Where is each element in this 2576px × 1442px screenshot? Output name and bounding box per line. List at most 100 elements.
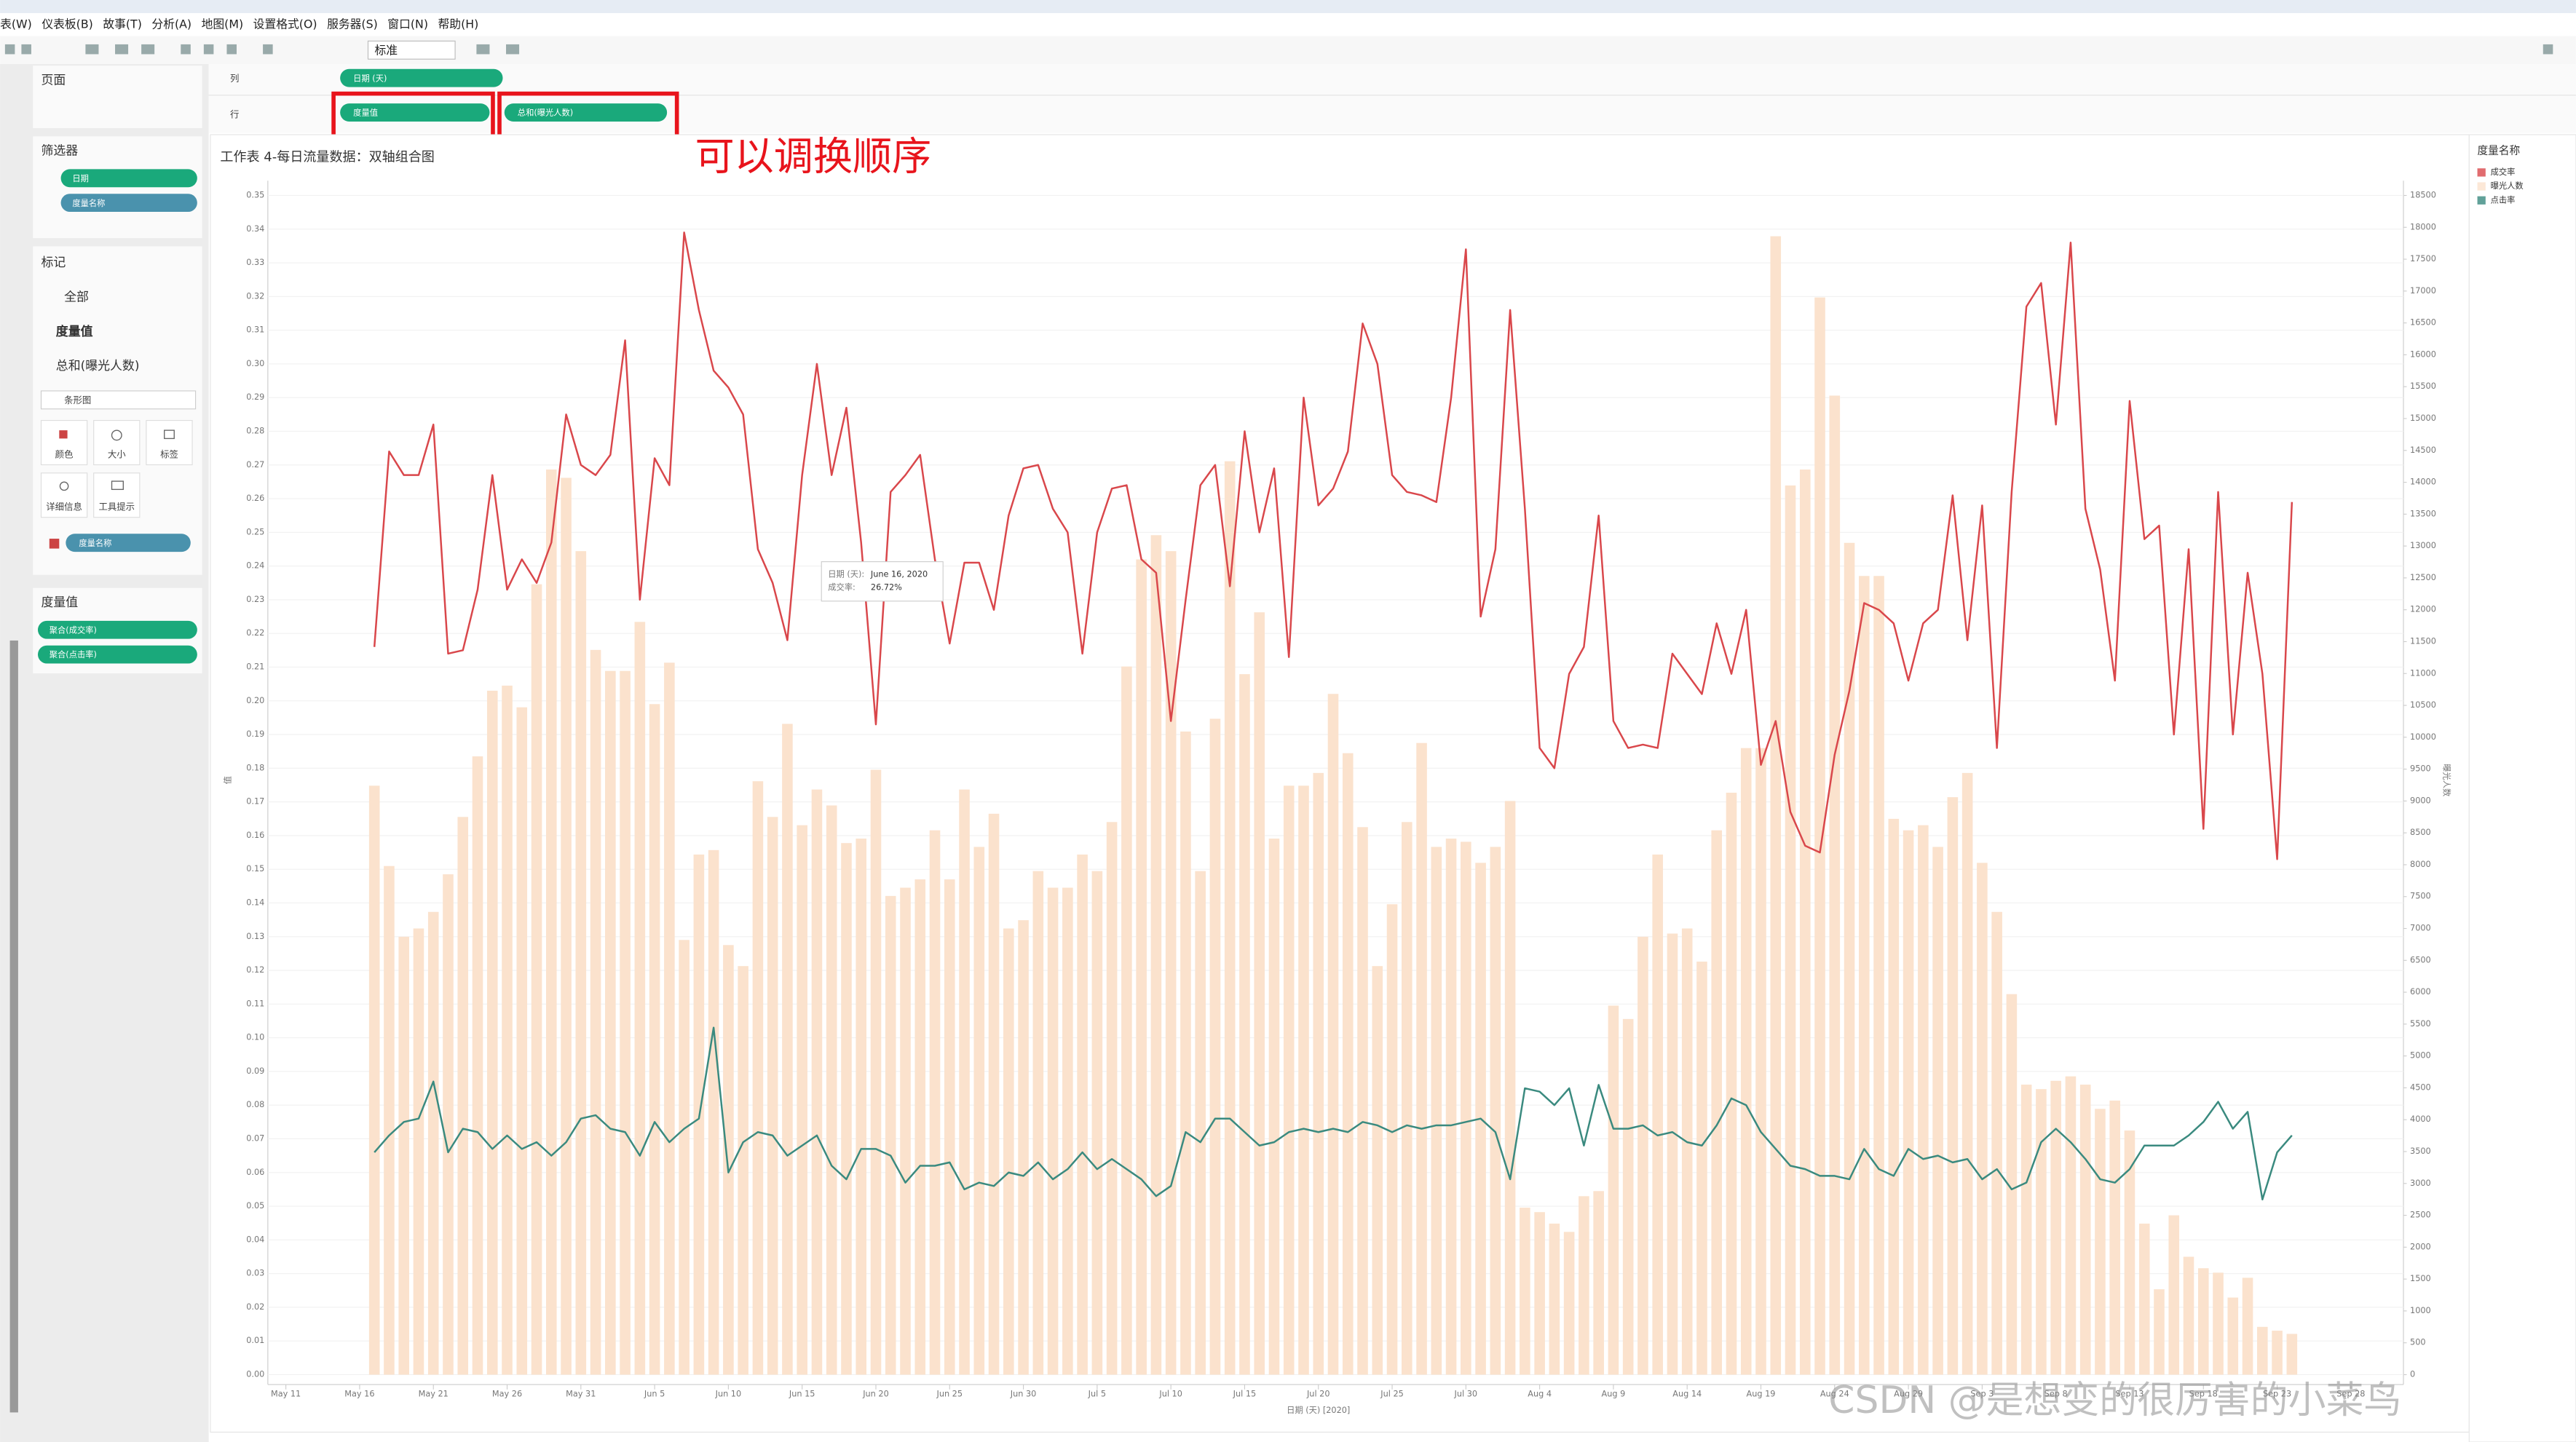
tool-icon[interactable] (2543, 44, 2553, 55)
columns-pill-text: 日期 (天) (353, 74, 387, 83)
x-tick-label: Jun 30 (1010, 1390, 1037, 1399)
filter-pill[interactable] (60, 169, 197, 188)
bar (723, 945, 734, 1375)
bar (1091, 871, 1103, 1375)
mark-type-dropdown[interactable] (40, 390, 197, 410)
tool-icon[interactable] (85, 44, 99, 55)
menu-item[interactable]: 仪表板(B) (42, 17, 92, 31)
line-series (373, 231, 2293, 860)
bar (1121, 666, 1132, 1375)
marks-all[interactable]: 全部 (64, 289, 89, 304)
tool-icon[interactable] (263, 44, 273, 55)
rows-pill[interactable] (504, 103, 668, 122)
y2-tick-label: 3500 (2410, 1146, 2431, 1156)
bar (531, 584, 542, 1375)
columns-pill[interactable] (340, 68, 503, 87)
legend-label[interactable]: 点击率 (2491, 194, 2516, 205)
bar (1593, 1191, 1604, 1375)
legend-label[interactable]: 曝光人数 (2491, 181, 2524, 191)
mark-button[interactable] (40, 472, 88, 518)
mark-button[interactable] (93, 420, 141, 466)
view-size-dropdown[interactable] (367, 40, 456, 60)
bar (2095, 1109, 2106, 1375)
tool-icon[interactable] (476, 44, 490, 55)
measure-pill[interactable] (37, 620, 197, 639)
x-tick-label: Aug 9 (1602, 1390, 1626, 1399)
y2-tick-label: 16000 (2410, 349, 2436, 359)
bar (634, 622, 646, 1375)
bar (2168, 1215, 2180, 1375)
tool-icon[interactable] (4, 44, 15, 55)
y2-tick-label: 10000 (2410, 732, 2436, 742)
y-tick-label: 0.25 (246, 527, 264, 536)
bar (545, 470, 557, 1375)
y-tick-label: 0.21 (246, 662, 264, 671)
bar (1445, 839, 1457, 1375)
mark-button[interactable] (40, 420, 88, 466)
marks-measure-values[interactable]: 度量值 (56, 324, 93, 338)
tooltip-value: 26.72% (871, 583, 902, 593)
watermark: CSDN @是想变的很厉害的小菜鸟 (1828, 1379, 2401, 1422)
x-tick-label: Jul 15 (1233, 1390, 1257, 1399)
tool-icon[interactable] (21, 44, 31, 55)
y2-tick-label: 8000 (2410, 860, 2431, 869)
tooltip-value: June 16, 2020 (870, 570, 928, 579)
y2-tick-label: 15000 (2410, 413, 2436, 423)
tool-icon[interactable] (506, 44, 520, 55)
bar (885, 895, 896, 1375)
bar (443, 874, 454, 1375)
bar (575, 551, 587, 1375)
y2-tick-label: 5000 (2410, 1051, 2431, 1061)
legend-label[interactable]: 成交率 (2491, 167, 2516, 177)
bar (841, 843, 852, 1375)
menu-item[interactable]: 故事(T) (103, 17, 142, 31)
mark-button-label: 标签 (160, 448, 178, 459)
tooltip: 日期 (天): June 16, 2020 成交率: 26.72% (821, 561, 944, 602)
bar (1829, 395, 1841, 1375)
bar (1652, 854, 1663, 1375)
bar (413, 928, 424, 1375)
tool-icon[interactable] (115, 44, 129, 55)
shelves (208, 63, 2576, 133)
tool-icon[interactable] (141, 44, 155, 55)
mark-button-label: 工具提示 (99, 502, 135, 512)
menu-item[interactable]: 分析(A) (151, 17, 191, 31)
bar (1150, 535, 1162, 1375)
menu-item[interactable]: 服务器(S) (327, 17, 378, 31)
menu-item[interactable]: 帮助(H) (438, 17, 479, 31)
menu-item[interactable]: 设置格式(O) (253, 17, 317, 31)
y2-tick-label: 0 (2410, 1369, 2415, 1379)
bar (679, 940, 690, 1375)
bar (1814, 297, 1825, 1375)
menu-item[interactable]: 地图(M) (202, 17, 244, 31)
tool-icon[interactable] (181, 44, 191, 55)
bar (1932, 847, 1943, 1375)
plot: 0.00 0.01 0.02 0.03 0.04 0.05 0.06 0.07 0.08 0.09… (224, 181, 2452, 1415)
bar (752, 781, 764, 1375)
mark-button[interactable] (146, 420, 193, 466)
menu-item[interactable]: 表(W) (0, 17, 32, 31)
tooltip-label: 成交率: (828, 582, 856, 593)
bar (797, 825, 807, 1375)
y-tick-label: 0.29 (246, 392, 264, 402)
measure-pill[interactable] (37, 645, 197, 664)
rows-pill-text: 总和(曝光人数) (518, 108, 573, 118)
mark-button[interactable] (93, 472, 141, 518)
marks-exposure[interactable]: 总和(曝光人数) (56, 358, 140, 373)
tool-icon[interactable] (226, 44, 237, 55)
y-tick-label: 0.13 (246, 932, 264, 941)
bar (1579, 1196, 1589, 1375)
x-tick-label: Jun 15 (789, 1390, 815, 1399)
y2-tick-label: 9000 (2410, 796, 2431, 805)
y2-tick-label: 13500 (2410, 509, 2436, 518)
marks-pill[interactable] (66, 534, 191, 552)
bar (1268, 839, 1280, 1375)
bar (502, 685, 513, 1375)
menu-item[interactable]: 窗口(N) (387, 17, 428, 31)
bar (1520, 1208, 1530, 1375)
rows-pill[interactable] (340, 103, 490, 122)
tool-icon[interactable] (203, 44, 214, 55)
y2-tick-label: 17500 (2410, 254, 2436, 264)
filter-pill[interactable] (60, 194, 197, 213)
bar (590, 649, 601, 1375)
